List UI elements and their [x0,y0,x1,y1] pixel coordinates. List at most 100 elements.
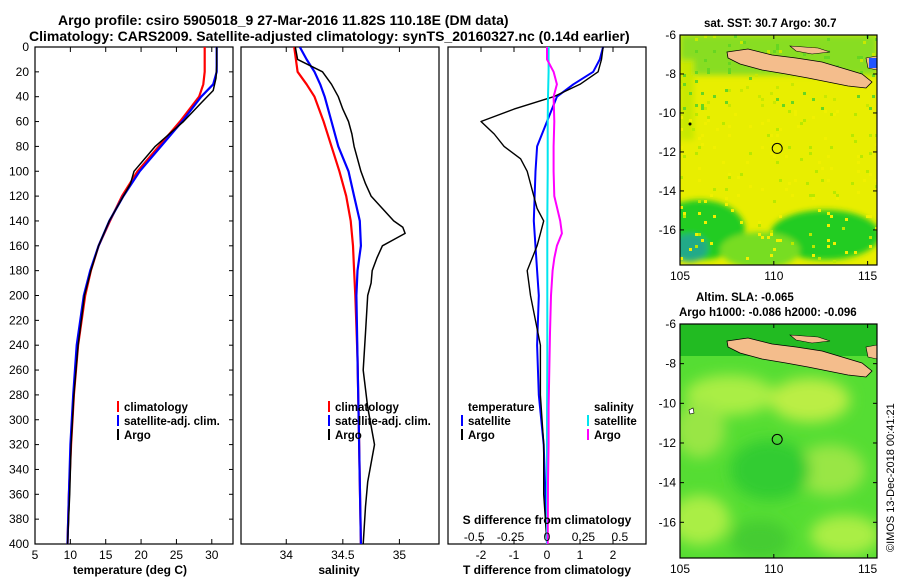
sst-pixel [761,146,764,149]
sst-pixel [818,257,821,260]
s-diff-tick-label: -0.25 [497,530,525,544]
legend-satellite-adj: satellite-adj. clim. [335,416,431,428]
sst-pixel [785,188,788,191]
sst-pixel [761,122,764,125]
sst-pixel [770,92,773,95]
christmas-island [688,407,695,415]
sst-pixel [758,224,761,227]
map-lat-label: -6 [665,317,676,331]
sst-pixel [869,107,872,110]
sst-pixel [830,167,833,170]
sst-pixel [863,179,866,182]
sst-pixel [812,194,815,197]
sst-pixel [788,110,791,113]
map-lat-label: -10 [659,106,677,120]
sst-pixel [683,83,686,86]
sst-pixel [824,56,827,59]
map-lat-label: -6 [665,28,676,42]
sst-pixel [749,152,752,155]
sst-pixel [812,197,815,200]
sst-pixel [680,86,683,89]
sst-pixel [857,191,860,194]
sst-pixel [794,179,797,182]
s-diff-tick-label: 0.5 [611,530,628,544]
sla-low-2 [730,520,790,558]
sst-pixel [680,80,683,83]
difference-legend: temperature satellite Argo salinity sate… [461,402,637,442]
sst-pixel [776,128,779,131]
map-lat-label: -14 [659,184,677,198]
sst-pixel [695,38,698,41]
sst-pixel [680,146,683,149]
depth-tick-label: 200 [9,289,29,303]
sst-pixel [689,248,692,251]
sst-pixel [725,101,728,104]
java-island [726,48,873,89]
sst-pixel [698,212,701,215]
temperature-axis-label: temperature (deg C) [73,563,187,577]
sst-pixel [767,50,770,53]
series-group [480,47,605,544]
legend-salinity-title: salinity [594,402,634,414]
t-difference-axis-label: T difference from climatology [463,563,631,577]
sst-pixel [794,113,797,116]
sst-pixel [857,155,860,158]
sst-pixel [707,101,710,104]
sst-pixel [701,104,704,107]
sst-pixel [857,56,860,59]
sst-pixel [725,188,728,191]
sst-pixel [821,167,824,170]
sst-pixel [827,239,830,242]
sst-pixel [713,215,716,218]
sst-pixel [833,260,836,263]
sst-pixel [872,53,875,56]
x-tick-label: 1 [577,548,584,562]
sst-pixel [683,155,686,158]
sst-pixel [680,116,683,119]
sst-pixel [701,107,704,110]
legend-s-argo: Argo [594,430,621,442]
madura-island [789,334,831,344]
map-lat-label: -10 [659,396,677,410]
sst-pixel [761,98,764,101]
sst-pixel [755,74,758,77]
imos-credit: ©IMOS 13-Dec-2018 00:41:21 [885,403,897,552]
sst-pixel [827,224,830,227]
sst-pixel [680,128,683,131]
sst-pixel [824,110,827,113]
sst-pixel [695,71,698,74]
s-diff-tick-label: 0.25 [572,530,596,544]
depth-axis: 0 20 40 60 80 100 120 140 160 180 200 220 240 260 280 3… [9,40,29,551]
sst-pixel [761,188,764,191]
sst-pixel [842,227,845,230]
sst-pixel [854,113,857,116]
sst-pixel [869,245,872,248]
sst-map-field [680,35,877,265]
sst-pixel [728,68,731,71]
sst-pixel [701,92,704,95]
sst-pixel [860,59,863,62]
temperature-plot-frame [34,46,234,545]
sst-pixel [782,104,785,107]
madura-island [789,45,831,55]
sst-pixel [722,161,725,164]
temperature-plot: 5 10 15 20 25 30 [32,46,233,562]
sst-pixel [761,104,764,107]
sst-pixel [827,155,830,158]
sst-pixel [836,197,839,200]
x-tick-label: 0 [544,548,551,562]
sst-pixel [875,179,877,182]
sst-pixel [854,140,857,143]
sla-map-field [680,324,877,558]
sst-pixel [776,86,779,89]
sst-pixel [761,236,764,239]
sst-pixel [869,134,872,137]
sst-pixel [725,203,728,206]
sst-pixel [698,200,701,203]
map-lat-label: -16 [659,223,677,237]
sst-pixel [845,251,848,254]
legend-argo: Argo [335,430,362,442]
x-tick-label: 35 [393,548,407,562]
sst-pixel [803,119,806,122]
sst-pixel [728,134,731,137]
